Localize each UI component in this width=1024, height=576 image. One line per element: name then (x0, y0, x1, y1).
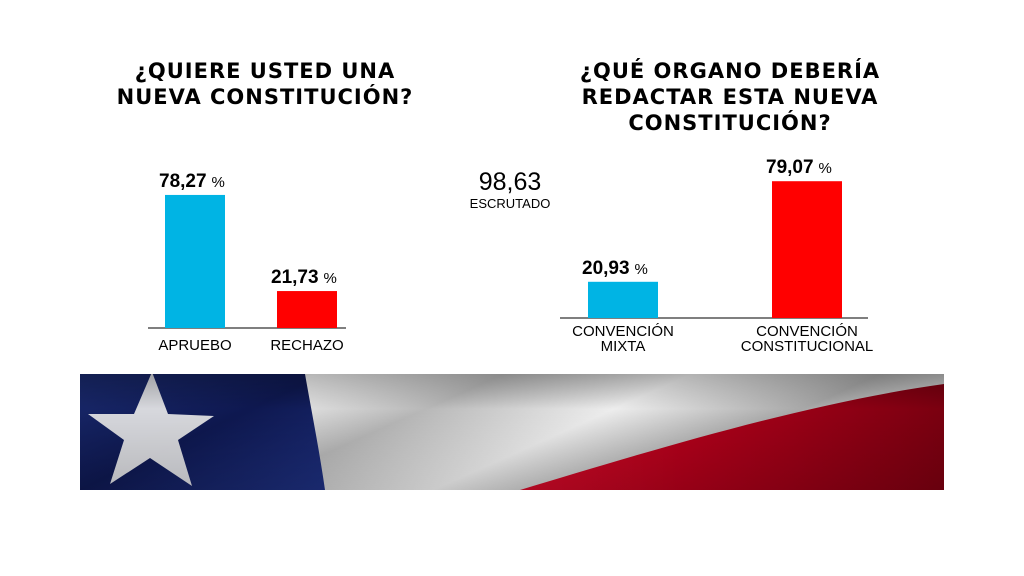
escrutado-value: 98,63 (478, 168, 542, 196)
bar-1-0 (588, 281, 658, 318)
chart-title-referendum: ¿QUIERE USTED UNA NUEVA CONSTITUCIÓN? (116, 59, 414, 109)
chart-title-organo: ¿QUÉ ORGANO DEBERÍA REDACTAR ESTA NUEVA … (579, 59, 881, 135)
bar-1-1 (772, 181, 842, 318)
category-label: RECHAZO (270, 337, 343, 354)
category-label: APRUEBO (158, 337, 231, 354)
bar-charts: 78,27 % APRUEBO 21,73 % RECHAZO 20,93 % CONVENCI… (148, 157, 874, 355)
escrutado-box: 98,63 ESCRUTADO (440, 168, 580, 212)
data-label: 21,73% (271, 267, 337, 288)
category-label: CONVENCIÓN MIXTA (572, 323, 674, 355)
chile-flag-banner (80, 374, 944, 490)
category-label: CONVENCIÓN CONSTITUCIONAL (741, 323, 874, 355)
data-label: 20,93% (582, 258, 648, 279)
data-label: 78,27% (159, 171, 225, 192)
bar-0-1 (277, 291, 337, 328)
escrutado-label: ESCRUTADO (469, 196, 551, 211)
data-label: 79,07% (766, 157, 832, 178)
bar-0-0 (165, 194, 225, 328)
